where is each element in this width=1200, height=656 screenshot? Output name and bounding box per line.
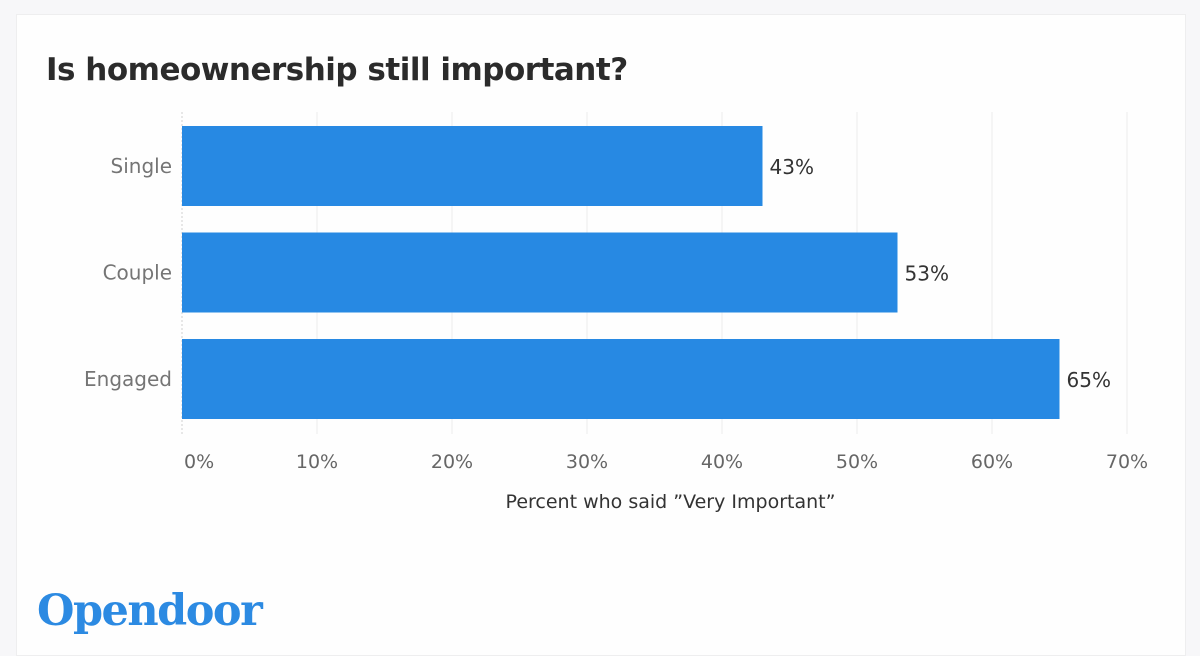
opendoor-logo: Opendoor [37, 586, 263, 636]
bars [182, 126, 1060, 419]
value-label: 65% [1067, 368, 1111, 392]
x-tick-label: 0% [184, 451, 214, 473]
bar-single [182, 126, 763, 206]
category-labels: Single Couple Engaged [84, 154, 172, 391]
chart-card [16, 14, 1186, 656]
bar-couple [182, 232, 898, 313]
category-label: Couple [103, 261, 172, 285]
x-axis-title: Percent who said ”Very Important” [506, 491, 836, 513]
x-tick-label: 10% [296, 451, 338, 473]
x-tick-label: 70% [1106, 451, 1148, 473]
x-tick-label: 60% [971, 451, 1013, 473]
bar-chart: Single Couple Engaged 43% 53% 65% 0% 10% 20% 30… [84, 112, 1148, 513]
value-labels: 43% 53% 65% [770, 155, 1111, 392]
chart-title: Is homeownership still important? [46, 52, 628, 88]
x-tick-label: 50% [836, 451, 878, 473]
x-tick-label: 40% [701, 451, 743, 473]
value-label: 43% [770, 155, 814, 179]
x-tick-labels: 0% 10% 20% 30% 40% 50% 60% 70% [184, 451, 1148, 473]
category-label: Single [111, 154, 172, 178]
x-tick-label: 30% [566, 451, 608, 473]
value-label: 53% [905, 262, 949, 286]
category-label: Engaged [84, 367, 172, 391]
bar-engaged [182, 339, 1060, 419]
x-tick-label: 20% [431, 451, 473, 473]
